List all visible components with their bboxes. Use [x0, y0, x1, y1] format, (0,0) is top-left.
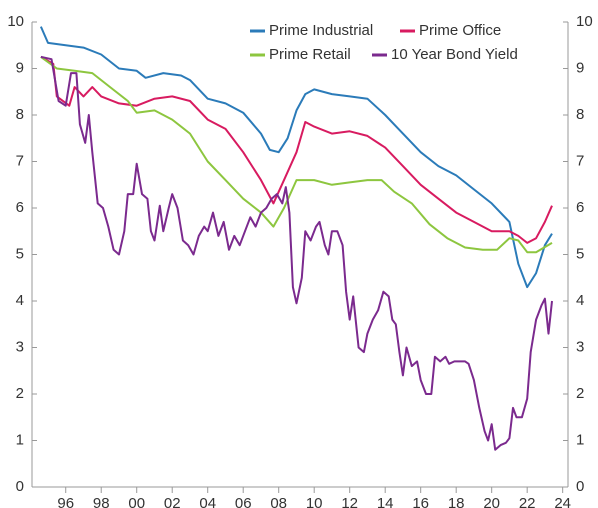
y-tick-label: 1	[16, 431, 24, 448]
x-tick-label: 14	[377, 495, 394, 508]
y-tick-label: 9	[16, 59, 24, 76]
y-tick-label: 2	[16, 385, 24, 402]
legend-label: Prime Office	[419, 22, 501, 39]
x-tick-label: 12	[341, 495, 358, 508]
y-tick-label: 10	[7, 13, 24, 30]
series-line	[40, 56, 553, 244]
y2-tick-label: 1	[576, 431, 584, 448]
y2-tick-label: 4	[576, 292, 584, 309]
series-line	[40, 55, 553, 451]
y2-tick-label: 9	[576, 59, 584, 76]
y2-tick-label: 5	[576, 245, 584, 262]
y2-tick-label: 0	[576, 478, 584, 495]
y2-tick-label: 10	[576, 13, 593, 30]
x-tick-label: 02	[164, 495, 181, 508]
x-tick-label: 08	[270, 495, 287, 508]
y-tick-label: 7	[16, 152, 24, 169]
y-tick-label: 4	[16, 292, 24, 309]
x-tick-label: 24	[554, 495, 571, 508]
y2-tick-label: 3	[576, 338, 584, 355]
y2-tick-label: 6	[576, 199, 584, 216]
y-tick-label: 6	[16, 199, 24, 216]
x-tick-label: 98	[93, 495, 110, 508]
x-tick-label: 22	[519, 495, 536, 508]
x-tick-label: 20	[483, 495, 500, 508]
x-tick-label: 16	[412, 495, 429, 508]
y-tick-label: 3	[16, 338, 24, 355]
series-line	[39, 26, 553, 289]
x-tick-label: 04	[199, 495, 216, 508]
series-line	[40, 56, 553, 254]
y-tick-label: 0	[16, 478, 24, 495]
y-tick-label: 5	[16, 245, 24, 262]
x-tick-label: 00	[128, 495, 145, 508]
legend-label: Prime Retail	[269, 46, 351, 63]
y2-tick-label: 2	[576, 385, 584, 402]
x-tick-label: 18	[448, 495, 465, 508]
x-tick-label: 96	[57, 495, 74, 508]
legend-label: 10 Year Bond Yield	[391, 46, 518, 63]
legend-label: Prime Industrial	[269, 22, 373, 39]
y-tick-label: 8	[16, 106, 24, 123]
y2-tick-label: 8	[576, 106, 584, 123]
x-tick-label: 10	[306, 495, 323, 508]
y2-tick-label: 7	[576, 152, 584, 169]
x-tick-label: 06	[235, 495, 252, 508]
